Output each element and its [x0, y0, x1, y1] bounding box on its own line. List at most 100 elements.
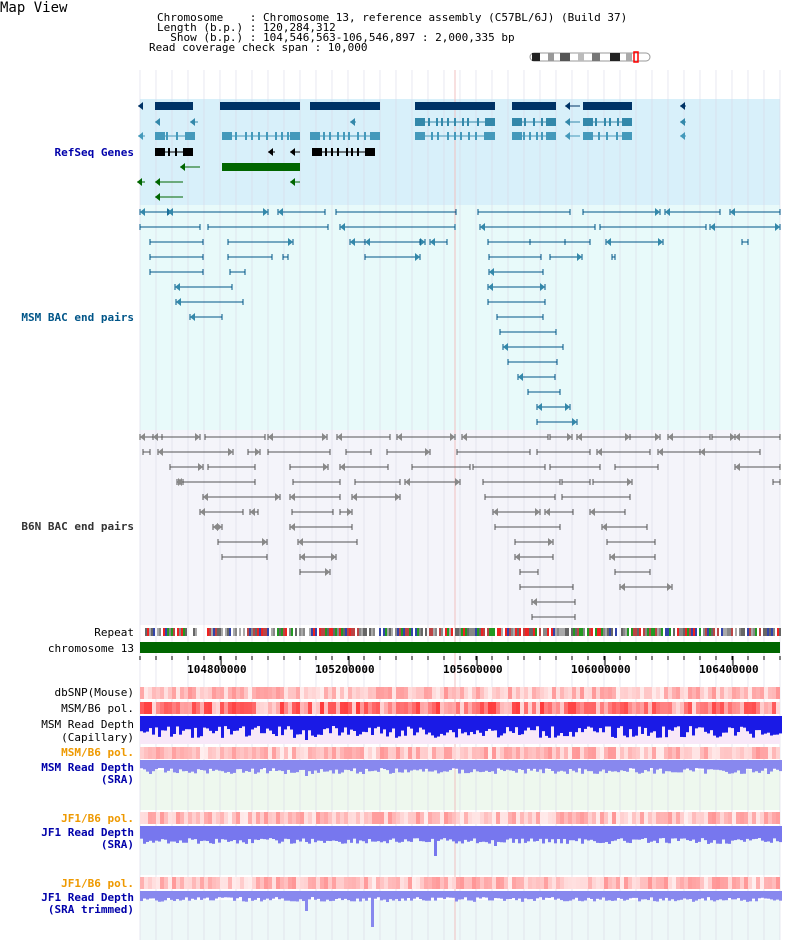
gene-arrow — [180, 163, 185, 171]
heat-cell — [516, 747, 520, 759]
gene-exon — [337, 132, 339, 140]
repeat-block — [429, 628, 431, 636]
depth-bar — [332, 891, 335, 901]
heat-cell — [676, 687, 680, 699]
depth-bar — [215, 826, 218, 839]
repeat-block — [347, 628, 349, 636]
heat-cell — [204, 687, 208, 699]
depth-bar — [206, 760, 209, 774]
depth-bar — [155, 760, 158, 770]
depth-bar — [680, 891, 683, 900]
depth-bar — [314, 891, 317, 900]
heat-cell — [208, 812, 212, 824]
repeat-track[interactable] — [145, 628, 781, 636]
heat-cell — [572, 747, 576, 759]
depth-bar — [500, 826, 503, 843]
heat-cell — [488, 812, 492, 824]
heat-cell — [520, 702, 524, 714]
heat-cell — [188, 877, 192, 889]
gene-exon — [616, 132, 618, 140]
depth-bar — [419, 716, 422, 728]
depth-bar — [677, 716, 680, 727]
depth-bar — [530, 760, 533, 771]
chromosome-label: chromosome 13 — [47, 642, 134, 655]
ideogram-current-region[interactable] — [633, 51, 639, 63]
depth-bar — [425, 891, 428, 901]
depth-bar — [338, 716, 341, 736]
heat-cell — [240, 747, 244, 759]
chromosome-ideogram[interactable] — [529, 51, 651, 63]
depth-bar — [455, 826, 458, 844]
depth-bar — [218, 760, 221, 771]
heat-cell — [532, 687, 536, 699]
heat-cell — [580, 747, 584, 759]
depth-bar — [491, 760, 494, 772]
depth-bar — [617, 891, 620, 898]
depth-bar — [764, 760, 767, 769]
msm-bac-label[interactable]: MSM BAC end pairs — [21, 311, 134, 324]
repeat-block — [447, 628, 449, 636]
heat-cell — [776, 877, 780, 889]
heat-cell — [292, 687, 296, 699]
depth-bar — [335, 891, 338, 900]
gene-exon — [617, 118, 619, 126]
heat-cell — [736, 702, 740, 714]
depth-bar — [179, 891, 182, 901]
depth-bar — [254, 891, 257, 900]
depth-bar — [317, 891, 320, 899]
gene-exon — [186, 132, 188, 140]
heat-cell — [516, 687, 520, 699]
refseq-genes-label[interactable]: RefSeq Genes — [54, 146, 134, 159]
refseq-genes-track[interactable] — [137, 102, 686, 201]
depth-bar — [284, 826, 287, 839]
heat-cell — [324, 812, 328, 824]
b6n-bac-end-pairs-track[interactable] — [139, 433, 781, 620]
depth-bar — [458, 891, 461, 900]
heat-cell — [424, 687, 428, 699]
gene-exon — [484, 132, 486, 140]
heat-cell — [244, 877, 248, 889]
bac-arrow — [730, 433, 735, 441]
bac-arrow — [198, 463, 203, 471]
b6n-bac-label[interactable]: B6N BAC end pairs — [21, 520, 134, 533]
msm-bac-end-pairs-track[interactable] — [139, 208, 781, 426]
depth-bar — [389, 760, 392, 774]
repeat-block — [713, 628, 715, 636]
heat-cell — [336, 812, 340, 824]
depth-bar — [194, 826, 197, 840]
repeat-block — [145, 628, 147, 636]
depth-bar — [494, 760, 497, 774]
depth-bar — [605, 760, 608, 774]
heat-cell — [772, 687, 776, 699]
msm-depth-sra-label-1: MSM Read Depth — [41, 761, 134, 774]
gene-exon — [329, 132, 331, 140]
repeat-block — [677, 628, 679, 636]
read-depth-tracks[interactable] — [140, 716, 782, 927]
heat-cell — [208, 702, 212, 714]
depth-bar — [716, 716, 719, 738]
repeat-block — [327, 628, 329, 636]
polymorphism-heat-tracks[interactable] — [140, 687, 780, 889]
heat-cell — [372, 702, 376, 714]
depth-bar — [671, 891, 674, 900]
depth-bar — [371, 826, 374, 842]
depth-bar — [185, 716, 188, 730]
depth-bar — [437, 760, 440, 774]
depth-bar — [455, 891, 458, 902]
depth-bar — [314, 760, 317, 771]
depth-bar — [554, 891, 557, 900]
bac-arrow — [331, 553, 336, 561]
depth-bar — [242, 760, 245, 773]
heat-cell — [504, 747, 508, 759]
gene-exon — [337, 148, 339, 156]
depth-bar — [509, 891, 512, 900]
depth-bar — [407, 826, 410, 842]
jf1-depth-sra-label-1: JF1 Read Depth — [41, 826, 134, 839]
heat-cell — [592, 702, 596, 714]
heat-cell — [552, 877, 556, 889]
depth-bar — [419, 760, 422, 770]
chromosome-bar[interactable] — [140, 642, 780, 653]
depth-bar — [518, 760, 521, 770]
depth-bar — [362, 716, 365, 732]
